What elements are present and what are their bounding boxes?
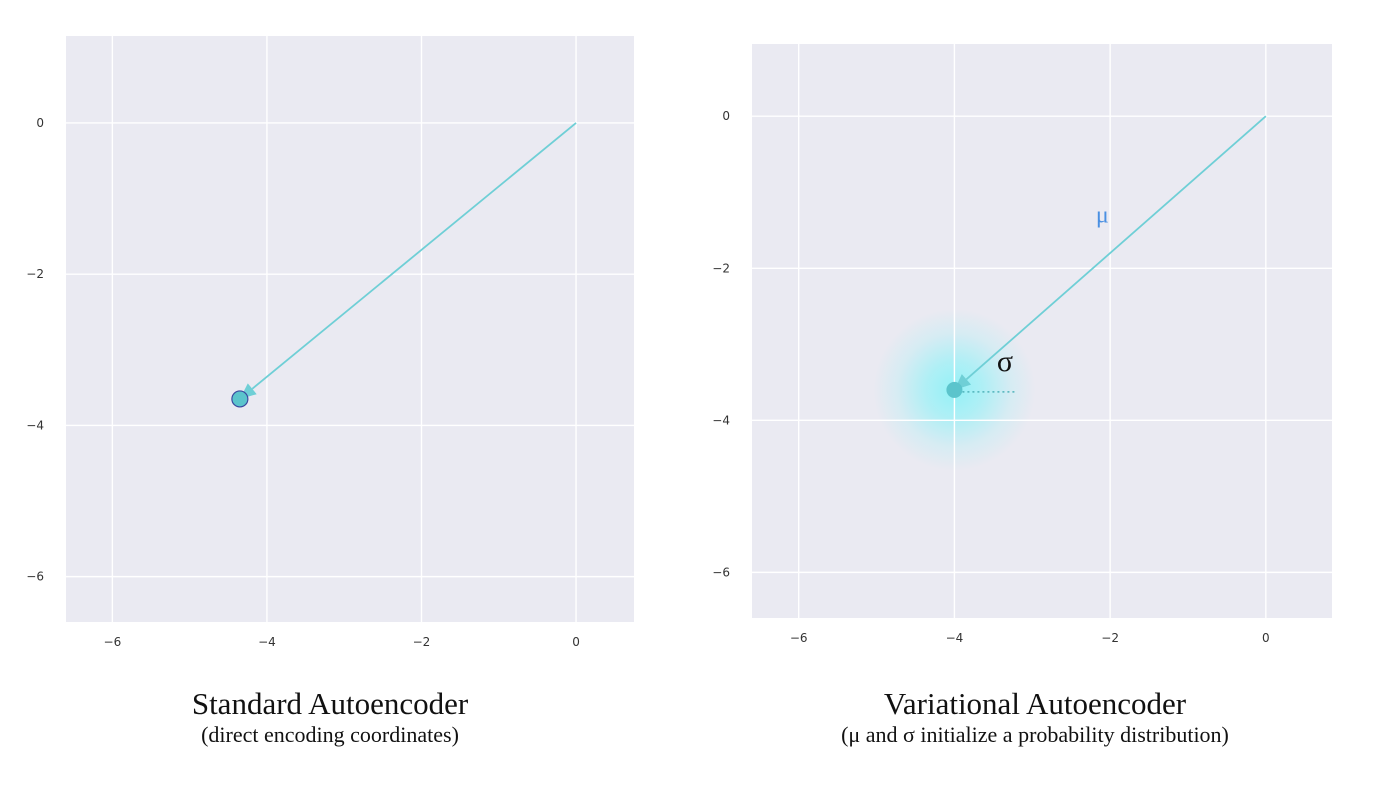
charts-canvas: −6 −4 −2 0 0 −2 −4 −6 −6 −4 −2 0 0 −2 −4 −6 μ σ (26, 36, 1332, 649)
chart-title-variational: Variational Autoencoder (883, 686, 1187, 721)
plot-area (752, 44, 1332, 618)
plot-area (66, 36, 634, 622)
arrow-shaft (251, 122, 577, 390)
x-tick-label: 0 (572, 635, 580, 649)
x-tick-label: −6 (104, 635, 122, 649)
chart-subtitle-standard: (direct encoding coordinates) (201, 722, 459, 747)
y-tick-label: −2 (26, 267, 44, 281)
x-tick-label: −4 (946, 631, 964, 645)
y-tick-label: 0 (722, 109, 730, 123)
caption-standard: Standard Autoencoder (direct encoding co… (100, 686, 560, 748)
x-tick-label: −6 (790, 631, 808, 645)
y-tick-label: −6 (712, 565, 730, 579)
y-tick-label: −4 (26, 418, 44, 432)
y-tick-label: 0 (36, 116, 44, 130)
chart-standard: −6 −4 −2 0 0 −2 −4 −6 (26, 36, 634, 649)
y-tick-label: −6 (26, 570, 44, 584)
x-tick-label: −2 (1101, 631, 1119, 645)
chart-subtitle-variational: (μ and σ initialize a probability distri… (841, 722, 1229, 747)
x-tick-label: −2 (413, 635, 431, 649)
x-tick-label: −4 (258, 635, 276, 649)
y-tick-label: −4 (712, 413, 730, 427)
x-tick-label: 0 (1262, 631, 1270, 645)
chart-variational: −6 −4 −2 0 0 −2 −4 −6 μ σ (712, 44, 1332, 645)
arrow-shaft (965, 115, 1267, 381)
caption-variational: Variational Autoencoder (μ and σ initial… (740, 686, 1330, 748)
mu-label: μ (1096, 203, 1109, 229)
chart-title-standard: Standard Autoencoder (191, 686, 469, 721)
y-tick-label: −2 (712, 261, 730, 275)
sigma-label: σ (997, 345, 1013, 378)
data-point (946, 381, 963, 398)
data-point (231, 390, 249, 408)
